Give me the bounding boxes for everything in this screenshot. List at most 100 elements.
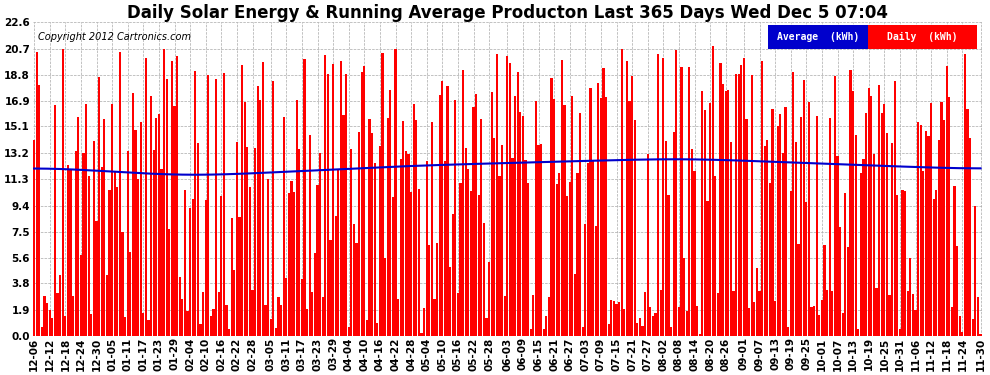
Bar bbox=[571, 96, 573, 336]
Bar bbox=[350, 148, 352, 336]
Bar bbox=[36, 52, 38, 336]
Bar bbox=[140, 122, 142, 336]
Bar bbox=[400, 159, 402, 336]
Bar bbox=[525, 160, 527, 336]
Bar bbox=[264, 305, 266, 336]
Bar bbox=[665, 141, 667, 336]
Bar bbox=[90, 314, 92, 336]
Bar bbox=[254, 147, 256, 336]
Bar bbox=[662, 57, 664, 336]
Bar bbox=[111, 105, 113, 336]
Bar bbox=[589, 88, 592, 336]
Bar bbox=[197, 143, 199, 336]
Bar bbox=[800, 117, 802, 336]
Bar bbox=[303, 58, 306, 336]
Bar bbox=[192, 200, 194, 336]
Bar bbox=[826, 291, 829, 336]
Bar bbox=[854, 135, 857, 336]
Bar bbox=[247, 147, 248, 336]
Bar bbox=[454, 100, 456, 336]
Bar bbox=[717, 293, 719, 336]
Bar bbox=[135, 130, 137, 336]
Bar bbox=[769, 183, 771, 336]
Bar bbox=[974, 206, 976, 336]
Bar bbox=[735, 74, 738, 336]
Bar bbox=[309, 135, 311, 336]
Bar bbox=[106, 275, 108, 336]
Bar bbox=[883, 104, 885, 336]
Bar bbox=[282, 117, 285, 336]
Bar bbox=[561, 60, 563, 336]
Bar bbox=[41, 327, 43, 336]
Bar bbox=[646, 154, 648, 336]
Bar bbox=[738, 74, 740, 336]
Bar bbox=[566, 196, 568, 336]
Bar bbox=[343, 115, 345, 336]
Bar bbox=[714, 176, 717, 336]
Bar bbox=[431, 123, 433, 336]
Bar bbox=[624, 309, 626, 336]
Bar bbox=[953, 186, 955, 336]
Bar bbox=[338, 169, 340, 336]
Bar bbox=[933, 198, 935, 336]
Bar bbox=[241, 65, 244, 336]
Bar bbox=[618, 302, 621, 336]
Bar bbox=[654, 313, 656, 336]
Bar bbox=[173, 106, 175, 336]
Bar bbox=[340, 61, 343, 336]
Bar bbox=[462, 70, 464, 336]
Bar bbox=[148, 320, 149, 336]
Bar bbox=[923, 171, 925, 336]
Bar bbox=[69, 170, 71, 336]
Bar bbox=[600, 98, 602, 336]
Bar bbox=[558, 172, 560, 336]
Bar bbox=[446, 86, 448, 336]
Bar bbox=[701, 91, 704, 336]
Bar bbox=[857, 329, 859, 336]
Bar bbox=[46, 303, 49, 336]
Bar bbox=[449, 267, 451, 336]
Bar bbox=[808, 102, 810, 336]
Bar bbox=[101, 167, 103, 336]
Bar bbox=[748, 308, 750, 336]
Bar bbox=[384, 258, 386, 336]
Bar bbox=[392, 197, 394, 336]
Bar bbox=[784, 107, 787, 336]
Bar bbox=[792, 72, 795, 336]
Bar bbox=[657, 54, 659, 336]
Bar bbox=[325, 55, 327, 336]
Bar bbox=[127, 151, 129, 336]
Bar bbox=[852, 91, 854, 336]
Bar bbox=[917, 122, 920, 336]
Bar bbox=[930, 103, 933, 336]
Bar bbox=[795, 142, 797, 336]
Bar bbox=[720, 63, 722, 336]
Bar bbox=[728, 90, 730, 336]
Bar bbox=[485, 318, 488, 336]
Bar bbox=[527, 183, 530, 336]
Bar bbox=[837, 156, 839, 336]
Bar bbox=[966, 110, 968, 336]
Bar bbox=[98, 77, 100, 336]
Bar bbox=[704, 110, 706, 336]
Bar bbox=[215, 79, 217, 336]
Bar bbox=[688, 67, 690, 336]
Bar bbox=[846, 248, 849, 336]
Bar bbox=[936, 190, 938, 336]
Bar bbox=[915, 310, 917, 336]
Bar bbox=[171, 61, 173, 336]
Bar bbox=[421, 333, 423, 336]
Bar bbox=[626, 61, 628, 336]
Bar bbox=[358, 132, 360, 336]
Bar bbox=[218, 292, 220, 336]
Bar bbox=[114, 171, 116, 336]
Bar bbox=[205, 200, 207, 336]
Bar bbox=[210, 316, 212, 336]
Bar bbox=[576, 172, 579, 336]
Bar bbox=[670, 327, 672, 336]
Bar bbox=[844, 193, 846, 336]
Bar bbox=[587, 163, 589, 336]
Bar bbox=[634, 120, 636, 336]
Bar bbox=[753, 302, 755, 336]
Bar bbox=[322, 297, 324, 336]
